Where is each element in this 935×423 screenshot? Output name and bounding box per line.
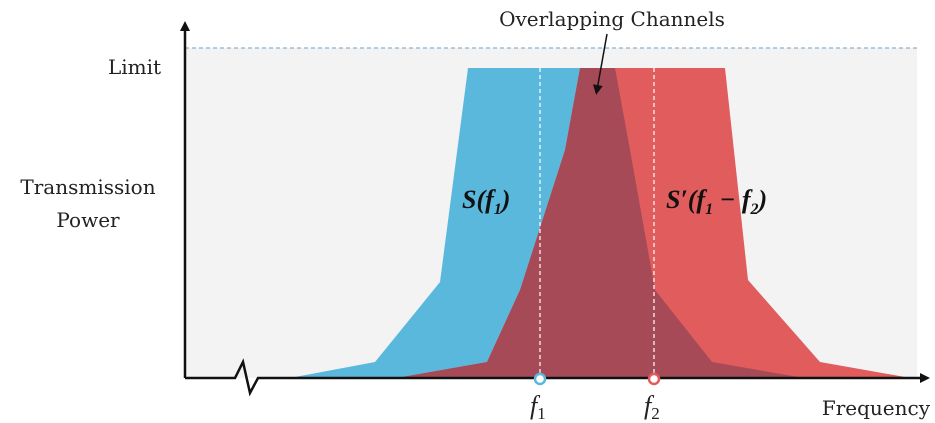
overlap-region	[402, 68, 798, 377]
f1-point	[533, 372, 547, 386]
y-limit-label: Limit	[108, 55, 161, 79]
channel-s1-shape	[295, 68, 580, 377]
f1-label: f1	[530, 391, 546, 423]
s2-label: S′(f1 − f2)	[666, 185, 767, 218]
f2-point	[647, 372, 661, 386]
f2-label: f2	[644, 391, 660, 423]
y-axis-label-line2: Power	[56, 208, 120, 232]
y-axis-label-line1: Transmission	[20, 175, 155, 199]
x-axis-label: Frequency	[822, 396, 931, 420]
diagram-title: Overlapping Channels	[499, 7, 725, 31]
overlap-arrow	[592, 33, 608, 95]
x-axis	[185, 358, 930, 397]
s1-label: S(f1)	[462, 185, 510, 218]
